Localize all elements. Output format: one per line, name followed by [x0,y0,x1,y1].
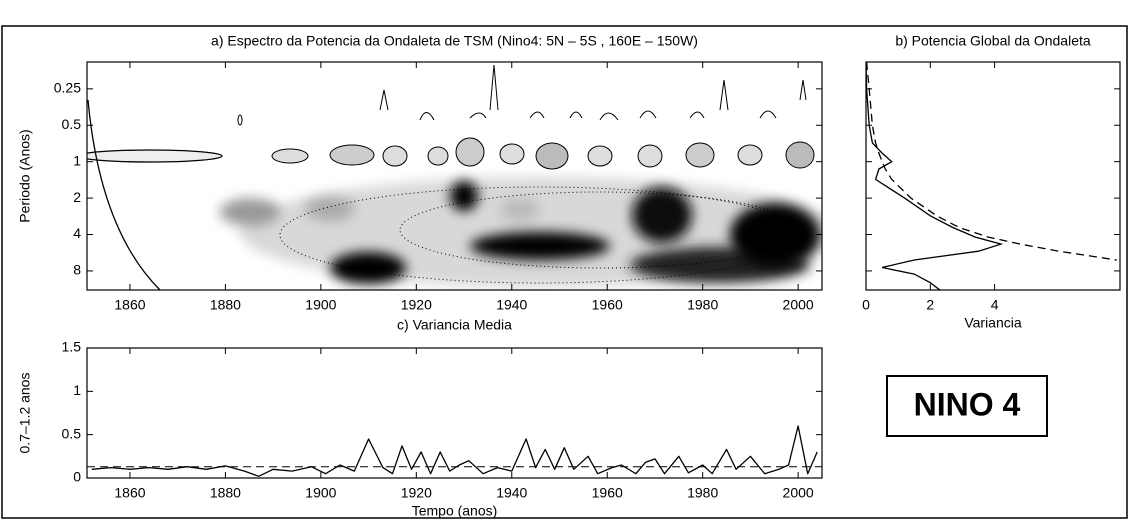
x-tick-label: 4 [991,297,999,313]
x-tick-label: 1980 [687,297,718,313]
x-tick-label: 1860 [114,485,145,501]
x-tick-label: 2000 [783,297,814,313]
y-tick-label: 0.25 [54,80,81,96]
x-tick-label: 1920 [401,297,432,313]
plot-frame [86,347,823,479]
x-tick-label: 2 [926,297,934,313]
panel-title: a) Espectro da Potencia da Ondaleta de T… [211,33,698,49]
label-box-text: NINO 4 [914,386,1021,422]
variance-line [91,425,818,477]
y-tick-label: 0.5 [62,116,82,132]
y-tick-label: 1 [73,152,81,168]
x-tick-label: 1880 [210,297,241,313]
x-tick-label: 1880 [210,485,241,501]
x-tick-label: 1940 [496,485,527,501]
y-tick-label: 2 [73,189,81,205]
x-axis-label: Tempo (anos) [412,503,498,519]
x-tick-label: 1960 [592,297,623,313]
spectrum-shading [87,64,822,290]
y-tick-label: 0 [73,469,81,485]
x-tick-label: 1940 [496,297,527,313]
plot-area [866,62,1117,290]
label-box [886,375,1048,437]
x-tick-label: 1900 [305,297,336,313]
x-tick-label: 1900 [305,485,336,501]
x-tick-label: 1920 [401,485,432,501]
x-tick-label: 0 [862,297,870,313]
y-tick-label: 1 [73,382,81,398]
panel-title: b) Potencia Global da Ondaleta [895,33,1091,49]
x-tick-label: 1980 [687,485,718,501]
panel-title: c) Variancia Media [397,317,512,333]
x-tick-label: 1960 [592,485,623,501]
x-tick-label: 2000 [783,485,814,501]
plot-area [87,425,822,477]
y-tick-label: 1.5 [62,339,82,355]
y-tick-label: 4 [73,225,81,241]
spectrum-line [866,62,1117,261]
x-axis-label: Variancia [964,315,1022,331]
y-tick-label: 0.5 [62,425,82,441]
y-axis-label: Periodo (Anos) [17,129,33,222]
outer-frame [1,25,1128,519]
x-tick-label: 1860 [114,297,145,313]
y-tick-label: 8 [73,262,81,278]
spectrum-line [866,62,1004,290]
y-axis-label: 0.7–1.2 anos [17,373,33,454]
plot-frame [86,61,823,291]
plot-frame [865,61,1121,291]
